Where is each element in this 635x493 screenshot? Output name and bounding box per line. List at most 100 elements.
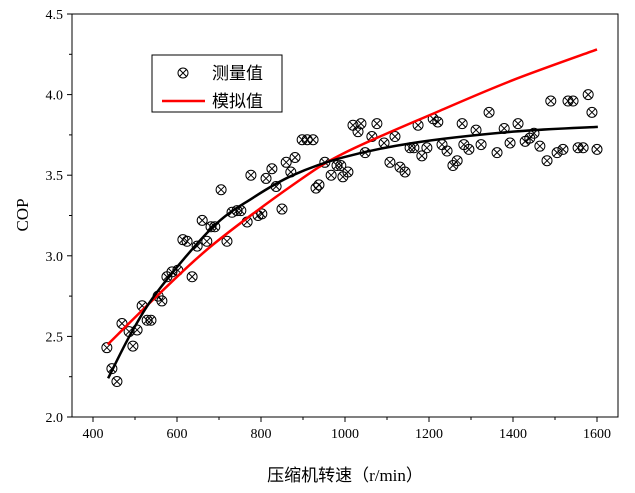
- marker-circle: [280, 156, 292, 168]
- marker-cross: [103, 343, 111, 352]
- marker-cross: [477, 140, 485, 149]
- data-point: [463, 143, 475, 155]
- data-point: [191, 240, 203, 252]
- marker-circle: [310, 182, 322, 194]
- marker-circle: [166, 266, 178, 278]
- x-tick-label: 1400: [499, 427, 527, 442]
- marker-circle: [111, 376, 123, 388]
- marker-circle: [389, 131, 401, 143]
- marker-cross: [433, 118, 442, 126]
- data-point: [313, 179, 325, 191]
- marker-cross: [380, 139, 388, 147]
- data-point: [441, 145, 453, 157]
- marker-cross: [559, 145, 567, 154]
- marker-cross: [569, 97, 577, 105]
- marker-cross: [336, 161, 345, 170]
- data-point: [256, 208, 268, 220]
- data-point: [181, 235, 193, 247]
- marker-circle: [289, 151, 301, 163]
- marker-cross: [423, 143, 431, 152]
- marker-circle: [545, 95, 557, 107]
- marker-circle: [586, 106, 598, 118]
- data-point: [421, 142, 433, 154]
- marker-circle: [256, 208, 268, 220]
- data-point: [557, 143, 569, 155]
- marker-circle: [342, 166, 354, 178]
- marker-cross: [303, 135, 312, 144]
- marker-circle: [557, 143, 569, 155]
- marker-circle: [226, 206, 238, 218]
- marker-cross: [514, 119, 522, 128]
- data-point: [582, 89, 594, 101]
- data-point: [335, 160, 347, 172]
- series-layer: [101, 48, 603, 388]
- marker-cross: [429, 114, 438, 123]
- marker-cross: [485, 108, 493, 117]
- data-point: [577, 142, 589, 154]
- marker-cross: [373, 119, 381, 128]
- marker-circle: [528, 127, 540, 139]
- marker-circle: [534, 140, 546, 152]
- marker-cross: [158, 297, 166, 305]
- marker-circle: [512, 118, 524, 130]
- x-tick-label: 1000: [331, 427, 359, 442]
- marker-circle: [441, 145, 453, 157]
- marker-circle: [156, 295, 168, 307]
- marker-circle: [205, 221, 217, 233]
- marker-cross: [333, 161, 341, 170]
- marker-circle: [145, 314, 157, 326]
- marker-circle: [591, 143, 603, 155]
- legend-box: [151, 54, 283, 113]
- x-tick-label: 1200: [415, 427, 443, 442]
- data-point: [301, 134, 313, 146]
- marker-cross: [309, 135, 317, 144]
- marker-cross: [465, 145, 473, 154]
- marker-circle: [181, 235, 193, 247]
- x-tick-label: 600: [167, 427, 188, 442]
- marker-circle: [101, 342, 113, 354]
- marker-circle: [331, 160, 343, 172]
- y-axis-label: COP: [13, 198, 32, 231]
- marker-cross: [129, 342, 137, 350]
- data-point: [266, 163, 278, 175]
- marker-circle: [116, 318, 128, 330]
- data-point: [342, 166, 354, 178]
- y-axis: 2.0 2.5 3.0 3.5 4.0 4.5: [46, 8, 72, 426]
- marker-cross: [198, 216, 207, 225]
- data-point: [355, 118, 367, 130]
- marker-cross: [391, 132, 399, 141]
- data-point: [289, 151, 301, 163]
- data-point: [456, 118, 468, 130]
- marker-cross: [472, 126, 480, 134]
- marker-circle: [541, 155, 553, 167]
- x-tick-label: 400: [83, 427, 104, 442]
- data-point: [551, 147, 563, 159]
- marker-circle: [567, 95, 579, 107]
- marker-cross: [179, 235, 187, 244]
- marker-cross: [202, 237, 211, 246]
- marker-cross: [357, 119, 365, 128]
- y-tick-label: 2.5: [46, 330, 64, 345]
- data-point: [567, 95, 579, 107]
- marker-cross: [418, 152, 426, 160]
- legend: 测量值 模拟值: [151, 54, 283, 113]
- marker-circle: [245, 169, 257, 181]
- marker-cross: [207, 222, 215, 231]
- data-point: [451, 155, 463, 167]
- marker-circle: [196, 214, 208, 226]
- data-point: [384, 156, 396, 168]
- marker-cross: [584, 90, 593, 99]
- marker-cross: [579, 143, 587, 152]
- marker-cross: [536, 142, 544, 151]
- y-tick-label: 3.5: [46, 169, 64, 184]
- data-point: [325, 169, 337, 181]
- legend-label-simulated: 模拟值: [212, 92, 263, 111]
- marker-circle: [260, 172, 272, 184]
- data-point: [221, 235, 233, 247]
- data-point: [331, 160, 343, 172]
- marker-circle: [491, 147, 503, 159]
- data-point: [116, 318, 128, 330]
- marker-cross: [553, 148, 561, 157]
- marker-cross: [268, 164, 276, 173]
- marker-cross: [217, 185, 225, 194]
